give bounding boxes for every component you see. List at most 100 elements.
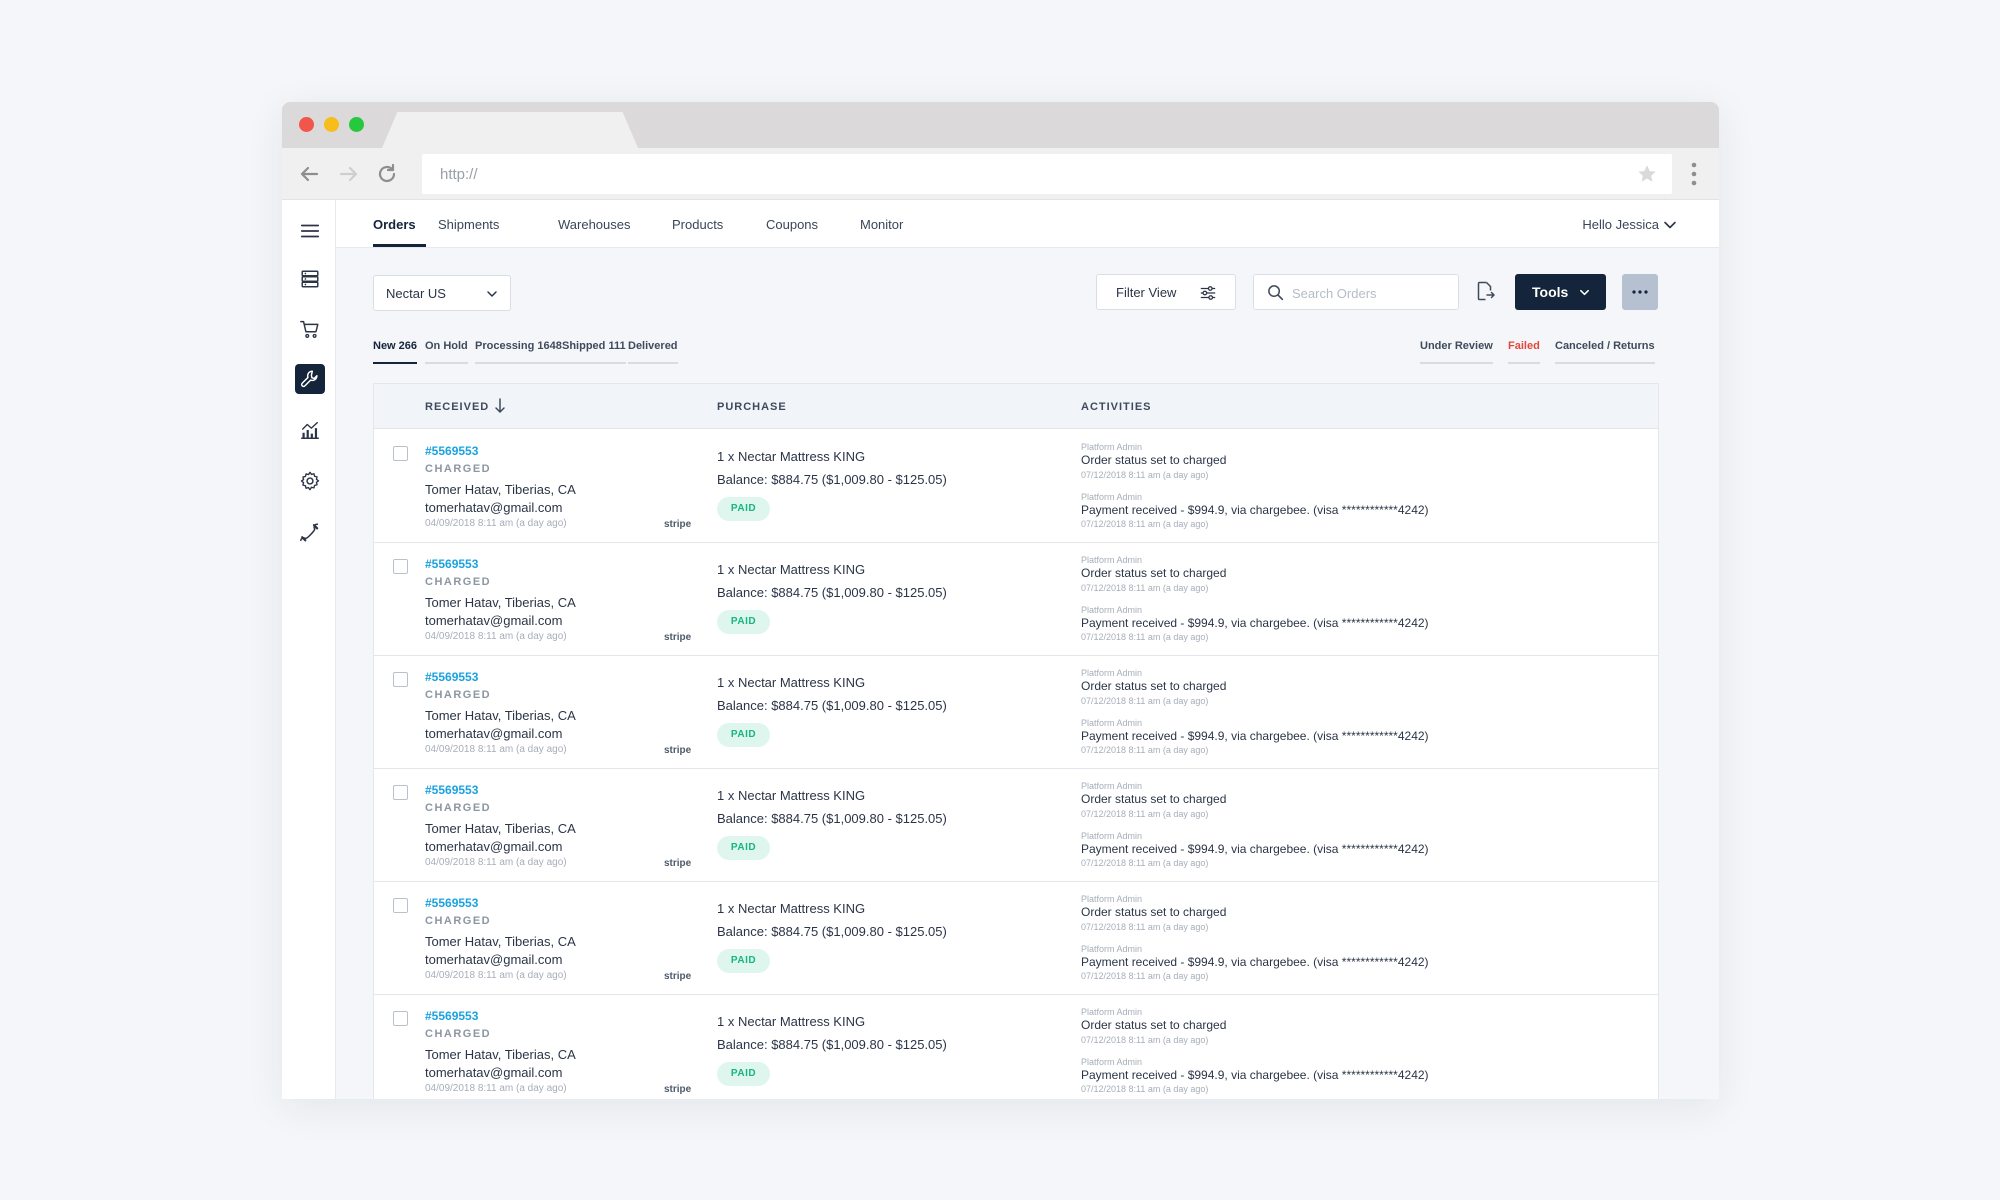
- nav-tab-orders[interactable]: Orders: [373, 217, 416, 232]
- row-checkbox[interactable]: [393, 559, 408, 574]
- row-checkbox[interactable]: [393, 785, 408, 800]
- customer-name: Tomer Hatav, Tiberias, CA: [425, 1047, 576, 1062]
- status-tab-failed[interactable]: Failed: [1508, 340, 1540, 364]
- status-tab-on-hold[interactable]: On Hold: [425, 340, 468, 364]
- order-id-link[interactable]: #5569553: [425, 670, 479, 684]
- activity-text: Order status set to charged: [1081, 679, 1227, 693]
- customer-name: Tomer Hatav, Tiberias, CA: [425, 708, 576, 723]
- order-status: CHARGED: [425, 463, 492, 475]
- table-row[interactable]: #5569553 CHARGED Tomer Hatav, Tiberias, CA…: [374, 882, 1658, 995]
- order-status: CHARGED: [425, 1028, 492, 1040]
- activity-text: Payment received - $994.9, via chargebee…: [1081, 842, 1429, 856]
- sidebar-item-settings[interactable]: [295, 466, 325, 496]
- store-select[interactable]: Nectar US: [373, 275, 511, 311]
- sort-arrow-down-icon[interactable]: [494, 397, 506, 415]
- sidebar-item-support[interactable]: [295, 517, 325, 547]
- column-header-purchase: PURCHASE: [717, 401, 787, 413]
- phone-icon: [300, 523, 319, 542]
- browser-menu-icon[interactable]: [1691, 162, 1697, 186]
- payment-gateway: stripe: [664, 858, 692, 869]
- more-options-button[interactable]: [1622, 274, 1658, 310]
- row-checkbox[interactable]: [393, 672, 408, 687]
- nav-tab-warehouses[interactable]: Warehouses: [558, 217, 631, 232]
- payment-gateway: stripe: [664, 1084, 692, 1095]
- activity-date: 07/12/2018 8:11 am (a day ago): [1081, 696, 1209, 706]
- browser-tab[interactable]: [382, 112, 638, 148]
- activity-author: Platform Admin: [1081, 605, 1143, 615]
- sliders-icon: [1200, 286, 1216, 300]
- nav-tab-monitor[interactable]: Monitor: [860, 217, 904, 232]
- customer-name: Tomer Hatav, Tiberias, CA: [425, 821, 576, 836]
- activity-author: Platform Admin: [1081, 831, 1143, 841]
- row-checkbox[interactable]: [393, 898, 408, 913]
- forward-button[interactable]: [336, 161, 362, 187]
- reload-button[interactable]: [374, 161, 400, 187]
- browser-window: http:// Orders Shipments Wa: [282, 102, 1719, 1099]
- bookmark-star-icon[interactable]: [1636, 163, 1658, 185]
- payment-gateway: stripe: [664, 745, 692, 756]
- customer-name: Tomer Hatav, Tiberias, CA: [425, 482, 576, 497]
- sidebar-item-cart[interactable]: [295, 314, 325, 344]
- status-tab-canceled-returns[interactable]: Canceled / Returns: [1555, 340, 1655, 364]
- order-balance: Balance: $884.75 ($1,009.80 - $125.05): [717, 472, 947, 487]
- row-checkbox[interactable]: [393, 446, 408, 461]
- filter-view-button[interactable]: Filter View: [1096, 274, 1236, 310]
- order-id-link[interactable]: #5569553: [425, 896, 479, 910]
- payment-gateway: stripe: [664, 519, 692, 530]
- close-window-button[interactable]: [299, 117, 314, 132]
- order-id-link[interactable]: #5569553: [425, 557, 479, 571]
- row-checkbox[interactable]: [393, 1011, 408, 1026]
- minimize-window-button[interactable]: [324, 117, 339, 132]
- nav-tab-coupons[interactable]: Coupons: [766, 217, 819, 232]
- payment-gateway: stripe: [664, 632, 692, 643]
- sidebar-menu-toggle[interactable]: [295, 216, 325, 246]
- status-tab-shipped[interactable]: Shipped 111: [562, 340, 626, 364]
- search-orders-box: [1253, 274, 1459, 310]
- status-tab-delivered[interactable]: Delivered: [628, 340, 678, 364]
- order-balance: Balance: $884.75 ($1,009.80 - $125.05): [717, 811, 947, 826]
- export-button[interactable]: [1470, 276, 1500, 306]
- table-row[interactable]: #5569553 CHARGED Tomer Hatav, Tiberias, CA…: [374, 656, 1658, 769]
- chevron-down-icon[interactable]: [1663, 218, 1677, 232]
- purchase-item: 1 x Nectar Mattress KING: [717, 901, 866, 916]
- table-row[interactable]: #5569553 CHARGED Tomer Hatav, Tiberias, CA…: [374, 543, 1658, 656]
- sidebar-item-database[interactable]: [295, 264, 325, 294]
- browser-titlebar: [282, 102, 1719, 148]
- tools-button[interactable]: Tools: [1515, 274, 1606, 310]
- order-balance: Balance: $884.75 ($1,009.80 - $125.05): [717, 698, 947, 713]
- table-row[interactable]: #5569553 CHARGED Tomer Hatav, Tiberias, CA…: [374, 769, 1658, 882]
- activity-author: Platform Admin: [1081, 555, 1143, 565]
- maximize-window-button[interactable]: [349, 117, 364, 132]
- nav-tab-products[interactable]: Products: [672, 217, 724, 232]
- order-date: 04/09/2018 8:11 am (a day ago): [425, 518, 567, 529]
- customer-email: tomerhatav@gmail.com: [425, 613, 563, 628]
- sidebar-item-tools[interactable]: [295, 364, 325, 394]
- back-button[interactable]: [296, 161, 322, 187]
- url-bar[interactable]: http://: [422, 154, 1672, 194]
- paid-badge: PAID: [717, 949, 770, 973]
- activity-date: 07/12/2018 8:11 am (a day ago): [1081, 745, 1209, 755]
- order-id-link[interactable]: #5569553: [425, 783, 479, 797]
- order-id-link[interactable]: #5569553: [425, 444, 479, 458]
- activity-text: Payment received - $994.9, via chargebee…: [1081, 616, 1429, 630]
- table-row[interactable]: #5569553 CHARGED Tomer Hatav, Tiberias, CA…: [374, 430, 1658, 543]
- order-id-link[interactable]: #5569553: [425, 1009, 479, 1023]
- nav-tab-shipments[interactable]: Shipments: [438, 217, 500, 232]
- customer-email: tomerhatav@gmail.com: [425, 839, 563, 854]
- user-menu[interactable]: Hello Jessica: [1582, 217, 1659, 232]
- status-tab-processing[interactable]: Processing 1648: [475, 340, 562, 364]
- status-tab-under-review[interactable]: Under Review: [1420, 340, 1493, 364]
- search-orders-input[interactable]: [1292, 283, 1452, 303]
- top-navigation: Orders Shipments Warehouses Products Cou…: [336, 200, 1719, 248]
- paid-badge: PAID: [717, 610, 770, 634]
- sidebar-item-analytics[interactable]: [295, 415, 325, 445]
- table-row[interactable]: #5569553 CHARGED Tomer Hatav, Tiberias, CA…: [374, 995, 1658, 1099]
- activity-date: 07/12/2018 8:11 am (a day ago): [1081, 809, 1209, 819]
- purchase-item: 1 x Nectar Mattress KING: [717, 449, 866, 464]
- column-header-received[interactable]: RECEIVED: [425, 401, 490, 413]
- purchase-item: 1 x Nectar Mattress KING: [717, 1014, 866, 1029]
- back-arrow-icon: [300, 166, 319, 182]
- order-status: CHARGED: [425, 576, 492, 588]
- activity-author: Platform Admin: [1081, 718, 1143, 728]
- status-tab-new[interactable]: New 266: [373, 340, 418, 364]
